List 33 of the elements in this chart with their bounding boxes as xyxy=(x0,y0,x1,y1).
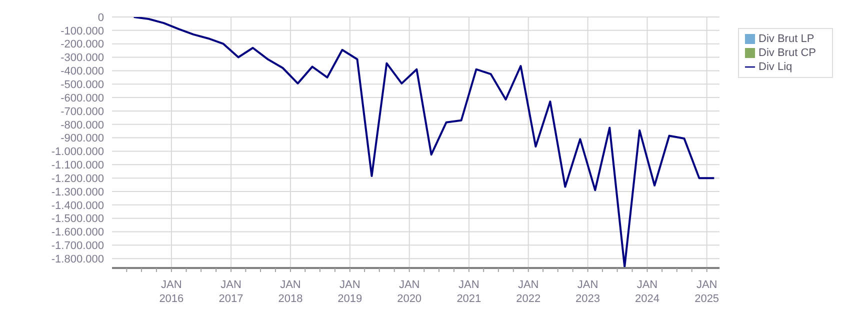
y-tick-label: 0 xyxy=(98,12,104,24)
legend-label: Div Liq xyxy=(758,61,792,73)
x-tick-label: JAN 2017 xyxy=(218,279,244,305)
line-series xyxy=(132,17,716,268)
y-tick-label: -1.200.000 xyxy=(51,172,104,185)
y-tick-label: -200.000 xyxy=(60,38,104,51)
x-tick-label: JAN 2018 xyxy=(278,279,303,305)
legend-label: Div Brut CP xyxy=(758,47,816,59)
x-tick-label: JAN 2019 xyxy=(338,279,362,305)
y-tick-label: -1.000.000 xyxy=(51,146,104,158)
y-tick-label: -700.000 xyxy=(60,106,104,118)
y-tick-label: -600.000 xyxy=(60,92,104,104)
y-tick-label: -300.000 xyxy=(60,52,104,64)
legend-label: Div Brut LP xyxy=(758,33,814,45)
y-tick-label: -900.000 xyxy=(60,132,104,145)
x-tick-label: JAN 2025 xyxy=(694,279,720,305)
x-tick-label: JAN 2023 xyxy=(576,279,600,305)
x-tick-label: JAN 2021 xyxy=(456,279,482,305)
y-tick-label: -1.700.000 xyxy=(51,240,104,252)
y-tick-label: -1.500.000 xyxy=(51,213,104,226)
x-tick-label: JAN 2022 xyxy=(516,279,541,305)
y-tick-label: -100.000 xyxy=(60,25,104,38)
y-tick-label: -1.600.000 xyxy=(51,226,104,239)
y-tick-label: -800.000 xyxy=(60,119,104,132)
y-tick-label: -1.100.000 xyxy=(51,160,104,172)
y-tick-label: -1.300.000 xyxy=(51,186,104,198)
y-tick-label: -1.400.000 xyxy=(51,200,104,212)
x-tick-label: JAN 2016 xyxy=(159,279,184,305)
y-tick-label: -1.800.000 xyxy=(51,254,104,266)
x-tick-label: JAN 2024 xyxy=(634,279,660,305)
x-tick-label: JAN 2020 xyxy=(397,279,422,305)
y-tick-label: -400.000 xyxy=(60,66,104,78)
y-tick-label: -500.000 xyxy=(60,79,104,92)
